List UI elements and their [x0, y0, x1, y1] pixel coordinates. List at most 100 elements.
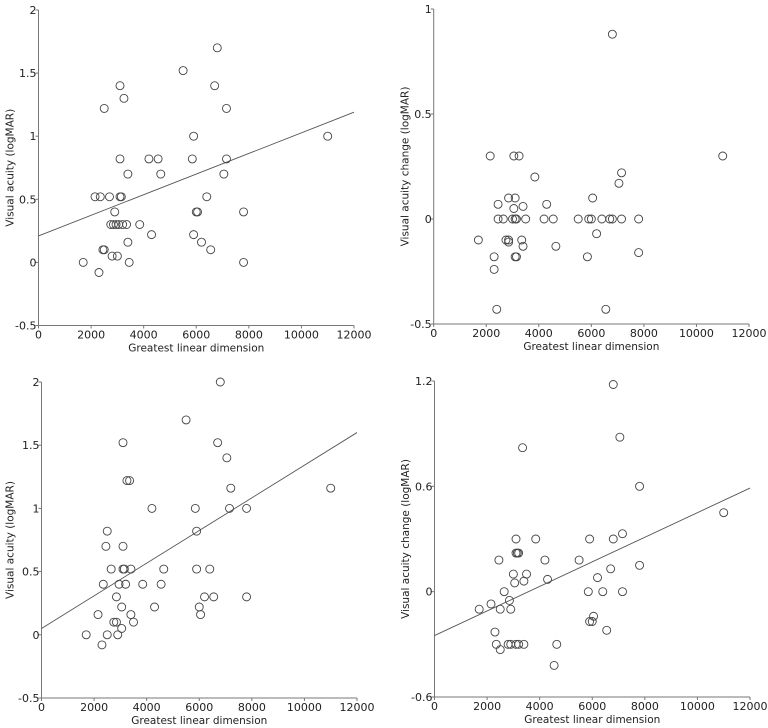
x-tick-label: 4000: [526, 700, 554, 713]
data-point: [119, 564, 129, 574]
x-axis-label: Greatest linear dimension: [131, 715, 267, 727]
data-point: [473, 235, 483, 245]
axes: [41, 382, 357, 699]
data-point: [159, 564, 169, 574]
x-axis-label: Greatest linear dimension: [523, 341, 659, 353]
data-point: [635, 481, 645, 491]
data-point: [602, 625, 612, 635]
data-point: [123, 237, 133, 247]
data-point: [102, 630, 112, 640]
data-point: [489, 264, 499, 274]
axes: [38, 10, 354, 326]
data-point: [592, 229, 602, 239]
data-point: [588, 193, 598, 203]
data-point: [121, 579, 131, 589]
data-point: [242, 592, 252, 602]
data-point: [323, 131, 333, 141]
data-point: [593, 573, 602, 583]
data-point: [194, 602, 204, 612]
x-tick-label: 10000: [287, 701, 322, 714]
data-point: [219, 169, 229, 179]
data-point: [518, 241, 528, 251]
data-point: [147, 230, 157, 240]
data-point: [222, 453, 232, 463]
y-axis-label: Visual acuity change (logMAR): [399, 87, 411, 247]
x-tick-label: 0: [35, 329, 42, 342]
data-point: [192, 526, 202, 536]
y-tick-label: 0: [426, 586, 433, 599]
data-point: [108, 220, 118, 229]
data-point: [99, 103, 109, 113]
data-point: [326, 483, 336, 493]
data-point: [178, 66, 188, 76]
x-tick-label: 0: [430, 327, 437, 340]
data-point: [197, 237, 206, 247]
data-point: [607, 29, 617, 39]
x-axis-label: Greatest linear dimension: [524, 714, 660, 726]
data-point: [517, 235, 527, 245]
data-point: [498, 214, 508, 224]
y-tick-label: 1: [33, 502, 40, 515]
y-tick-label: 2: [33, 376, 40, 389]
data-point: [226, 483, 236, 493]
data-point: [144, 154, 154, 164]
data-point: [196, 610, 206, 620]
y-axis-label: Visual acuity (logMAR): [5, 109, 17, 227]
data-point: [90, 192, 100, 202]
data-point: [215, 377, 225, 387]
x-tick-label: 6000: [577, 327, 605, 340]
data-point: [485, 151, 495, 161]
data-point: [202, 192, 212, 202]
data-point: [504, 235, 514, 245]
y-tick-label: 0: [425, 213, 432, 226]
data-point: [81, 630, 91, 640]
y-tick-label: -0.5: [410, 318, 431, 331]
data-point: [607, 214, 617, 224]
data-point: [573, 214, 583, 224]
x-tick-label: 6000: [578, 700, 606, 713]
data-point: [493, 199, 503, 209]
data-point: [110, 207, 120, 217]
regression-line: [41, 432, 358, 629]
regression-line: [38, 111, 355, 237]
data-point: [506, 604, 516, 614]
x-tick-label: 6000: [185, 701, 213, 714]
data-point: [138, 579, 148, 589]
data-point: [539, 214, 549, 224]
data-point: [635, 560, 645, 570]
data-point: [119, 93, 129, 103]
x-tick-label: 8000: [235, 329, 263, 342]
data-point: [93, 610, 103, 620]
data-point: [634, 248, 644, 258]
data-point: [106, 564, 116, 574]
data-point: [719, 508, 729, 518]
x-tick-label: 2000: [80, 701, 108, 714]
data-point: [192, 564, 202, 574]
data-point: [522, 569, 531, 579]
data-point: [634, 214, 644, 224]
data-point: [111, 592, 121, 602]
data-point: [135, 220, 145, 229]
x-tick-label: 2000: [472, 327, 500, 340]
x-tick-label: 2000: [473, 700, 501, 713]
data-point: [587, 617, 597, 626]
data-point: [118, 220, 128, 229]
x-tick-label: 12000: [337, 329, 372, 342]
data-point: [543, 574, 553, 584]
y-tick-label: 0: [33, 629, 40, 642]
data-point: [514, 151, 524, 161]
data-point: [584, 214, 594, 224]
data-point: [586, 214, 596, 224]
x-axis-label: Greatest linear dimension: [128, 343, 264, 355]
data-point: [508, 214, 517, 224]
data-point: [492, 304, 502, 314]
panel-bottom-right: Visual acuity change (logMAR) Greatest l…: [400, 375, 767, 726]
data-point: [193, 207, 203, 217]
axes: [434, 381, 750, 698]
data-point: [608, 380, 618, 389]
data-point: [126, 610, 136, 620]
panel-top-left: Visual acuity (logMAR) Greatest linear d…: [5, 4, 372, 355]
data-point: [504, 595, 514, 605]
data-point: [225, 503, 234, 513]
data-point: [510, 193, 520, 203]
